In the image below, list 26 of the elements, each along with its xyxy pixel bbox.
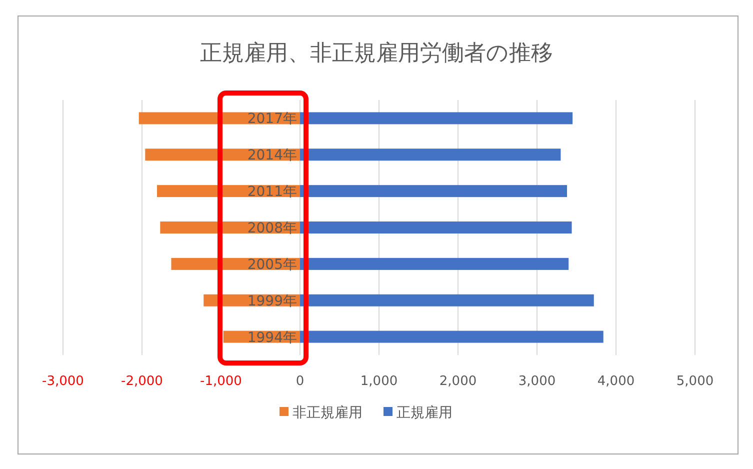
x-tick-label: -1,000 (200, 374, 242, 389)
bar (300, 330, 604, 343)
bar (300, 222, 572, 234)
x-tick-label: -3,000 (42, 374, 84, 389)
y-tick-label: 2011年 (247, 184, 297, 200)
x-tick-label: 5,000 (676, 374, 714, 389)
x-tick-label: 4,000 (597, 374, 635, 389)
x-tick-label: 3,000 (518, 374, 556, 389)
bar (300, 185, 568, 198)
x-tick-label: 0 (296, 374, 304, 389)
y-tick-label: 2008年 (247, 220, 297, 236)
bar (300, 258, 569, 270)
x-tick-label: 1,000 (360, 374, 398, 389)
x-tick-label: 2,000 (439, 374, 477, 389)
bar (300, 112, 573, 124)
y-tick-label: 1999年 (247, 293, 297, 310)
y-tick-label: 2014年 (247, 148, 297, 164)
legend-label: 非正規雇用 (292, 405, 362, 421)
bar (300, 148, 561, 161)
x-tick-label: -2,000 (121, 374, 163, 389)
title: 正規雇用、非正規雇用労働者の推移 (200, 41, 553, 66)
legend-label: 正規雇用 (396, 405, 452, 421)
y-tick-label: 1994年 (247, 330, 297, 346)
bar (300, 294, 594, 306)
y-tick-label: 2005年 (247, 256, 297, 273)
y-tick-label: 2017年 (247, 111, 297, 128)
